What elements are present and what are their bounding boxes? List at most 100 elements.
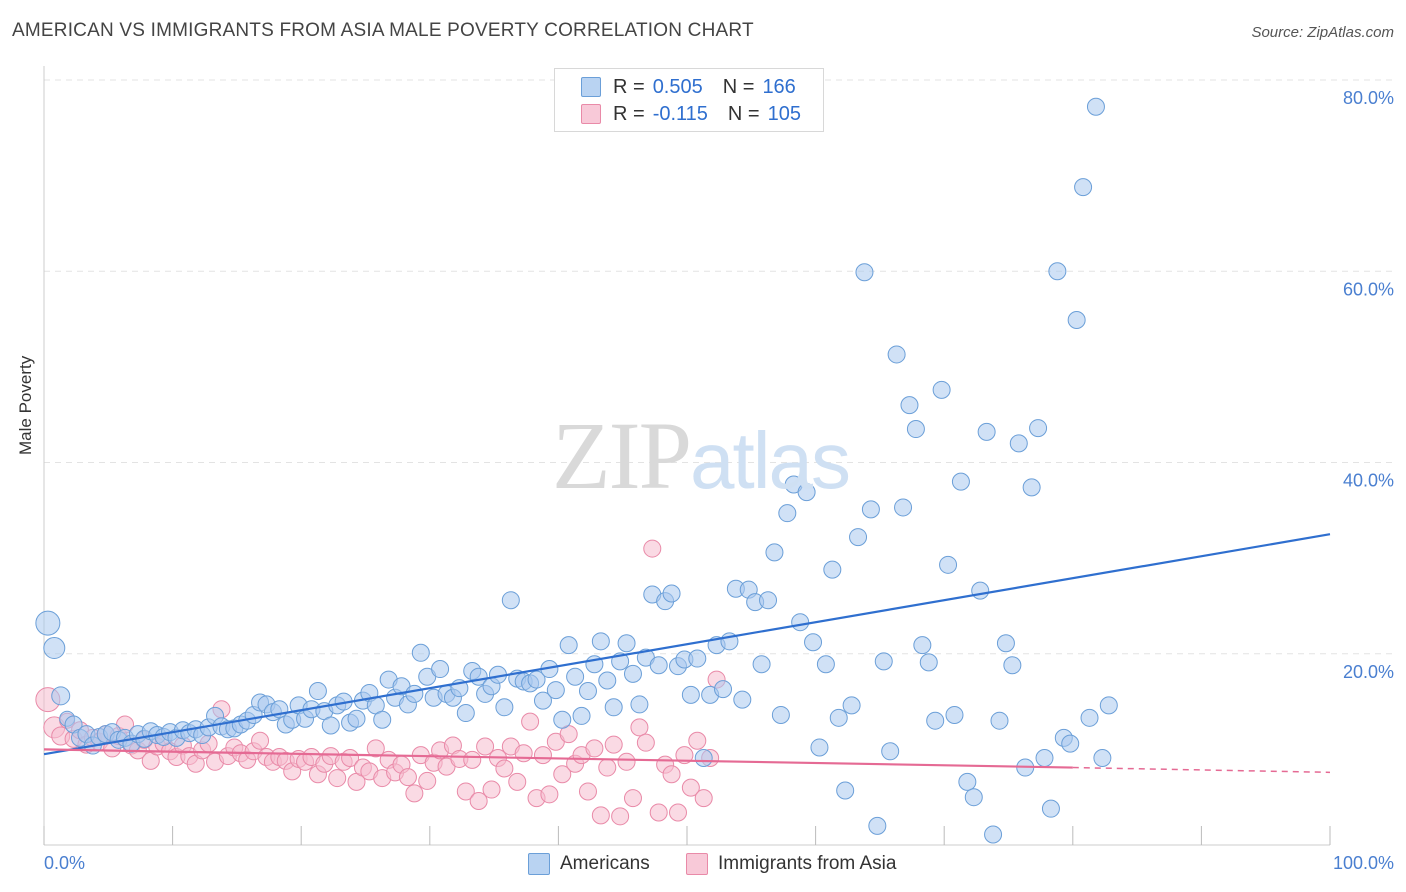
americans-point [1022, 478, 1041, 497]
immigrants-point [662, 765, 681, 784]
immigrants-point [366, 739, 385, 758]
watermark-atlas: atlas [690, 416, 851, 505]
americans-point [1093, 748, 1112, 767]
americans-point [527, 670, 546, 689]
legend-swatch-immigrants [686, 853, 708, 875]
americans-point [887, 345, 906, 364]
americans-point [566, 667, 585, 686]
americans-point [623, 664, 642, 683]
americans-point [990, 711, 1009, 730]
immigrants-trend-extrapolation [1072, 766, 1331, 774]
americans-point [51, 686, 71, 706]
immigrants-point [482, 780, 501, 799]
americans-trend-line [43, 533, 1331, 756]
americans-point [598, 671, 617, 690]
americans-point [797, 483, 816, 502]
americans-point [836, 781, 855, 800]
americans-point [771, 705, 790, 724]
americans-point [842, 696, 861, 715]
americans-point [1086, 97, 1105, 116]
americans-point [533, 691, 552, 710]
americans-point [958, 772, 977, 791]
americans-point [778, 504, 797, 523]
axes [43, 66, 1331, 846]
americans-point [694, 748, 713, 767]
immigrants-point [598, 758, 617, 777]
immigrants-point [630, 718, 649, 737]
americans-point [939, 555, 958, 574]
legend-label-immigrants: Immigrants from Asia [718, 853, 897, 874]
legend-label-americans: Americans [560, 853, 650, 874]
americans-point [662, 584, 681, 603]
immigrants-point [418, 771, 437, 790]
americans-point [861, 500, 880, 519]
chart-title: AMERICAN VS IMMIGRANTS FROM ASIA MALE PO… [12, 20, 754, 41]
americans-point [971, 581, 990, 600]
americans-point [900, 396, 919, 415]
americans-point [804, 633, 823, 652]
americans-point [1099, 696, 1118, 715]
americans-point [906, 420, 925, 439]
immigrants-point [456, 782, 475, 801]
watermark-zip: ZIP [552, 402, 692, 509]
americans-point [308, 682, 327, 701]
americans-point [752, 655, 771, 674]
immigrants-point [694, 789, 713, 808]
immigrants-point [649, 803, 668, 822]
immigrants-point [508, 772, 527, 791]
americans-point [810, 738, 829, 757]
americans-point [559, 636, 578, 655]
immigrants-point [623, 789, 642, 808]
americans-point [431, 660, 450, 679]
legend-r-value: 0.505 [652, 75, 703, 98]
americans-point [1009, 434, 1028, 453]
americans-point [977, 422, 996, 441]
immigrants-point [540, 785, 559, 804]
immigrants-point [636, 733, 655, 752]
americans-point [1061, 734, 1080, 753]
y-tick-label: 20.0% [1343, 662, 1394, 682]
americans-point [733, 690, 752, 709]
americans-point [829, 708, 848, 727]
americans-point [501, 591, 520, 610]
immigrants-point [495, 759, 514, 778]
chart-source: Source: ZipAtlas.com [1251, 24, 1394, 41]
americans-point [855, 263, 874, 282]
americans-point [688, 649, 707, 668]
legend-n-value: 166 [762, 75, 796, 98]
legend-swatch-americans [528, 853, 550, 875]
series-legend-americans: Americans [528, 851, 650, 877]
americans-point [411, 643, 430, 662]
series-legend-immigrants: Immigrants from Asia [686, 851, 896, 877]
legend-swatch-blue [581, 77, 601, 97]
immigrants-point [578, 782, 597, 801]
correlation-legend: R = 0.505 N = 166 R = -0.115 N = 105 [554, 68, 824, 132]
americans-point [868, 816, 887, 835]
trend-lines [43, 533, 1331, 774]
legend-row-americans: R = 0.505 N = 166 [581, 74, 796, 100]
legend-row-immigrants: R = -0.115 N = 105 [581, 101, 801, 127]
americans-point [913, 636, 932, 655]
americans-point [1029, 419, 1048, 438]
americans-point [649, 656, 668, 675]
americans-point [630, 695, 649, 714]
immigrants-point [533, 746, 552, 765]
legend-swatch-pink [581, 104, 601, 124]
y-axis-title: Male Poverty [16, 355, 35, 455]
immigrants-point [514, 744, 533, 763]
americans-point [373, 710, 392, 729]
americans-point [1041, 799, 1060, 818]
americans-point [1074, 178, 1093, 197]
tick-labels: 20.0% 40.0% 60.0% 80.0% 0.0% 100.0% [44, 88, 1394, 873]
americans-point [849, 528, 868, 547]
americans-point [1048, 262, 1067, 281]
americans-point [996, 634, 1015, 653]
immigrants-point [405, 784, 424, 803]
americans-point [347, 709, 366, 728]
immigrants-point [328, 769, 347, 788]
americans-point [926, 711, 945, 730]
y-tick-label: 80.0% [1343, 88, 1394, 108]
legend-n-label: N = [722, 75, 755, 98]
americans-point [894, 498, 913, 517]
